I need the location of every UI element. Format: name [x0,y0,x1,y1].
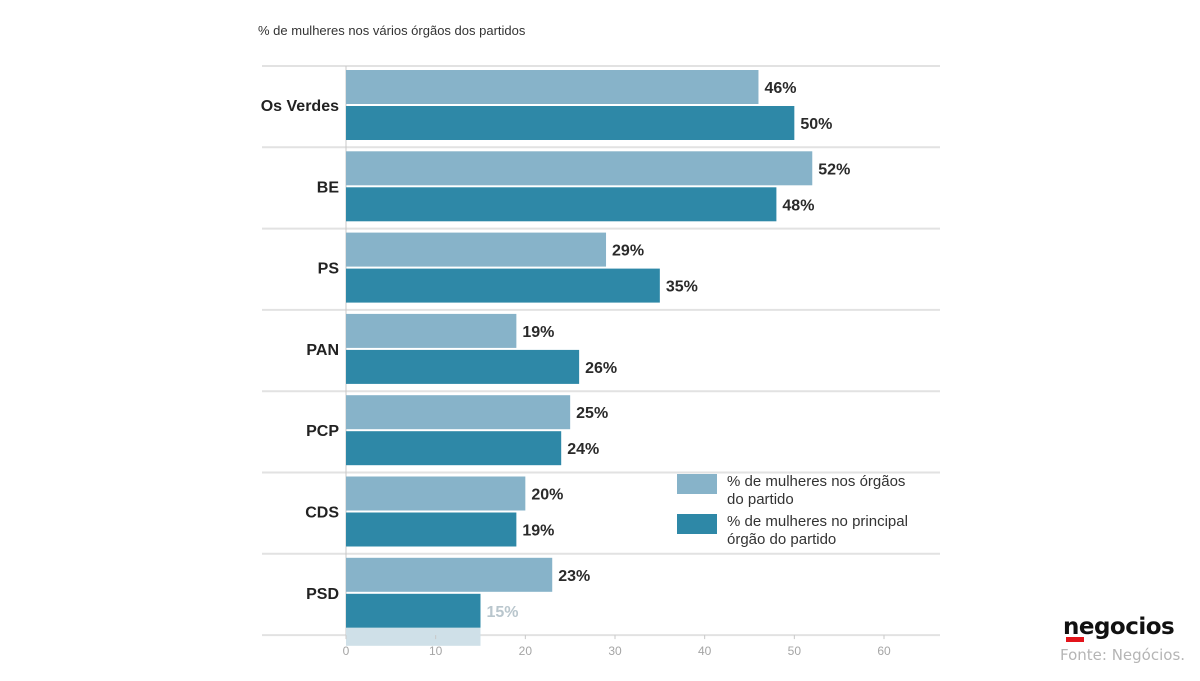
category-label: PS [318,261,340,278]
data-label: 48% [782,197,814,214]
chart-title: % de mulheres nos vários órgãos dos part… [258,23,526,38]
bar-principal [346,593,481,628]
faded-bar-strip [346,627,481,646]
bar-orgaos [346,70,759,104]
data-label: 23% [558,568,590,585]
bar-orgaos [346,313,517,348]
data-label: 25% [576,405,608,422]
x-tick-label: 30 [608,644,622,658]
data-label: 50% [800,116,832,133]
data-label: 52% [818,161,850,178]
category-label: CDS [305,505,339,522]
x-tick-label: 40 [698,644,712,658]
data-label: 20% [531,487,563,504]
category-label: Os Verdes [261,98,339,115]
bar-orgaos [346,476,526,511]
data-label: 24% [567,441,599,458]
negocios-logo: negocios [1063,614,1175,640]
source-note: Fonte: Negócios. [1060,646,1186,664]
bar-principal [346,268,660,303]
bar-principal [346,512,517,547]
legend-swatch [677,474,717,494]
logo-red-mark [1066,637,1084,642]
legend-swatch [677,514,717,534]
bar-orgaos [346,395,571,430]
legend-label: % de mulheres nos órgãos [727,473,905,490]
x-tick-label: 60 [877,644,891,658]
data-label: 19% [522,324,554,341]
legend-label: órgão do partido [727,531,836,548]
legend-label: do partido [727,491,794,508]
data-label: 35% [666,279,698,296]
bar-orgaos [346,151,813,186]
x-tick-label: 0 [343,644,350,658]
bar-principal [346,187,777,222]
bar-orgaos [346,232,607,267]
bar-orgaos [346,557,553,592]
x-tick-label: 50 [788,644,802,658]
x-tick-label: 20 [519,644,533,658]
data-label: 46% [764,80,796,97]
data-label: 29% [612,243,644,260]
bar-principal [346,349,580,384]
legend-label: % de mulheres no principal [727,513,908,530]
bar-principal [346,431,562,466]
bar-principal [346,106,795,140]
data-label: 19% [522,523,554,540]
data-label: 26% [585,360,617,377]
x-tick-label: 10 [429,644,443,658]
data-label: 15% [487,604,519,621]
category-label: BE [317,179,340,196]
category-label: PSD [306,586,339,603]
category-label: PAN [306,342,339,359]
category-label: PCP [306,423,339,440]
